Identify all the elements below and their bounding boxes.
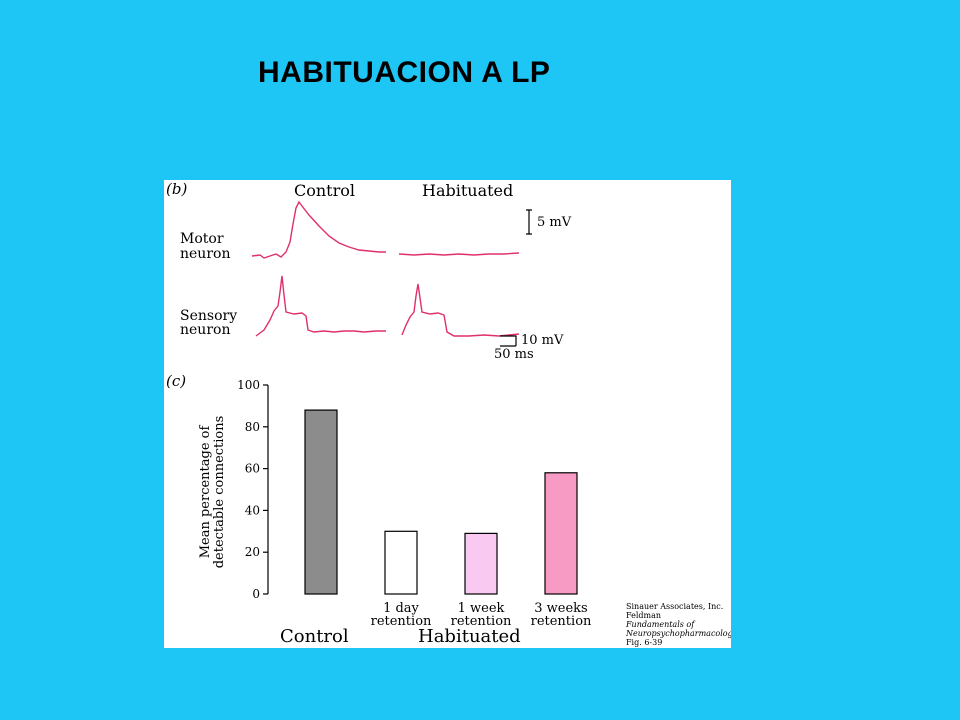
credit-line-4: Neuropsychopharmacology [625,629,731,638]
group-label-habituated: Habituated [418,626,521,647]
x-tick-label: 3 weeks [534,601,587,616]
figure-panel: (b) Control Habituated Motor neuron Sens… [164,180,731,648]
motor-scale-bar [526,209,532,235]
y-axis-title-line1: Mean percentage of [198,425,213,559]
y-tick-label: 100 [237,378,260,392]
x-tick-label: retention [531,614,592,629]
panel-b-label: (b) [166,180,187,198]
sensory-label-line2: neuron [180,322,230,338]
y-tick-label: 40 [245,503,260,517]
motor-control-trace [251,200,386,259]
credit-line-5: Fig. 6-39 [626,638,662,647]
bar-3-weeks-retention [544,472,578,595]
sensory-label-line1: Sensory [180,308,237,324]
group-label-control: Control [280,626,349,647]
sensory-habituated-trace [401,283,520,337]
sensory-time-scale-label: 50 ms [494,347,534,362]
y-tick-label: 0 [252,587,260,601]
credit-line-2: Feldman [626,611,661,620]
slide-title: HABITUACION A LP [258,56,551,89]
publisher-credit: Sinauer Associates, Inc. Feldman Fundame… [625,602,731,647]
sensory-scale-bar [500,335,517,347]
sensory-voltage-scale-label: 10 mV [521,333,564,348]
y-tick-label: 80 [245,420,260,434]
y-axis-title: Mean percentage of detectable connection… [198,416,227,569]
figure-svg: (b) Control Habituated Motor neuron Sens… [166,180,731,647]
bar-1-day-retention [384,530,418,595]
sensory-control-trace [255,275,386,337]
x-tick-label: retention [371,614,432,629]
motor-scale-label: 5 mV [537,215,572,230]
panel-c-label: (c) [166,372,186,390]
credit-line-1: Sinauer Associates, Inc. [626,602,723,611]
y-tick-label: 60 [245,462,260,476]
motor-label-line1: Motor [180,231,224,247]
column-habituated-label: Habituated [422,181,513,200]
x-tick-label: 1 week [458,601,505,616]
motor-habituated-trace [398,252,520,256]
x-tick-label: retention [451,614,512,629]
motor-label-line2: neuron [180,246,230,262]
credit-line-3: Fundamentals of [625,620,696,629]
column-control-label: Control [294,181,355,200]
voltage-traces [251,200,520,337]
y-tick-label: 20 [245,545,260,559]
scale-bars [500,209,532,347]
x-tick-label: 1 day [383,601,419,616]
bar-control [304,409,338,595]
chart-axes: 0 20 40 60 80 100 [237,378,269,601]
bar-1-week-retention [464,532,498,595]
chart-bars [304,409,578,595]
y-axis-title-line2: detectable connections [212,416,227,569]
